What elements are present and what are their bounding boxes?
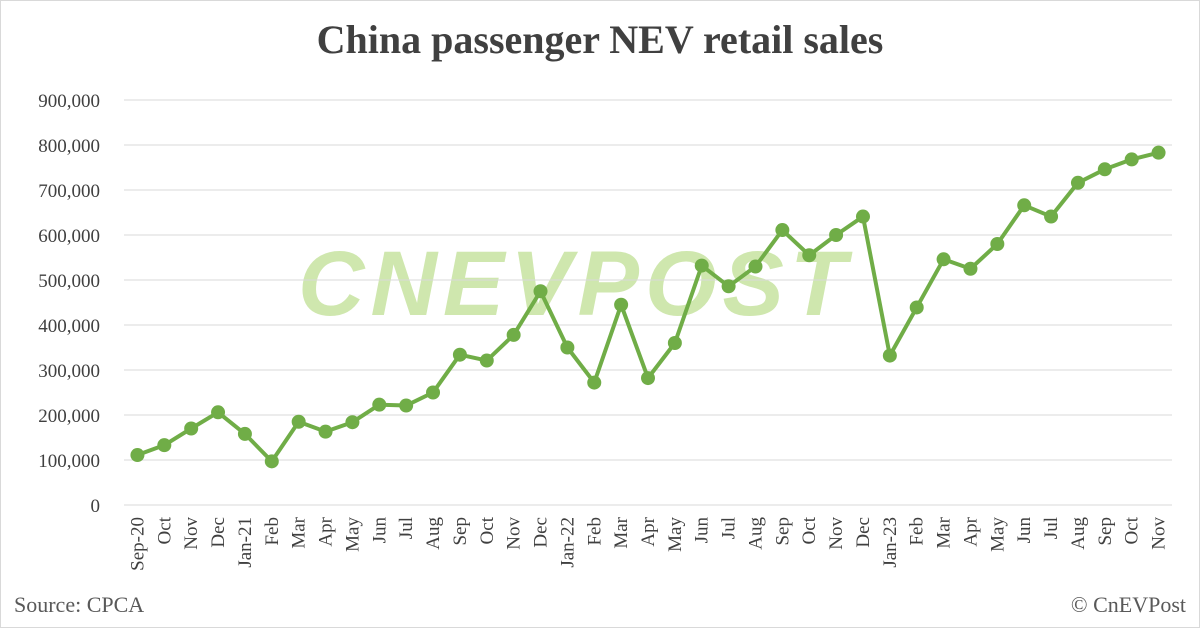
data-point bbox=[1097, 162, 1112, 177]
data-point bbox=[990, 237, 1005, 251]
x-tick-label: Dec bbox=[208, 517, 229, 548]
data-point bbox=[479, 353, 494, 368]
x-tick-label: Nov bbox=[504, 517, 525, 550]
data-point bbox=[855, 209, 870, 224]
x-tick-label: Dec bbox=[853, 517, 874, 548]
x-tick-label: Sep-20 bbox=[127, 517, 148, 571]
x-tick-label: Oct bbox=[799, 516, 820, 544]
data-point bbox=[614, 297, 629, 312]
x-tick-label: Feb bbox=[907, 517, 928, 546]
y-tick-label: 400,000 bbox=[38, 316, 100, 337]
y-tick-label: 200,000 bbox=[38, 406, 100, 427]
data-point bbox=[130, 448, 145, 463]
x-tick-label: Feb bbox=[584, 517, 605, 546]
data-point bbox=[909, 300, 924, 315]
data-point bbox=[1070, 175, 1085, 190]
data-point bbox=[829, 228, 844, 242]
data-point bbox=[667, 336, 682, 350]
data-point bbox=[157, 438, 172, 453]
x-tick-label: Mar bbox=[934, 516, 955, 548]
x-tick-label: Apr bbox=[316, 516, 337, 546]
data-point bbox=[1017, 198, 1032, 213]
x-tick-label: Jan-21 bbox=[235, 517, 256, 568]
x-tick-label: Mar bbox=[289, 516, 310, 548]
x-tick-label: Jun bbox=[1014, 517, 1035, 544]
data-point bbox=[587, 375, 602, 390]
x-tick-label: Sep bbox=[772, 517, 793, 546]
source-note: Source: CPCA bbox=[14, 592, 145, 617]
x-tick-label: Jun bbox=[692, 517, 713, 544]
data-point bbox=[318, 424, 333, 439]
data-point bbox=[802, 248, 817, 263]
x-tick-label: Jan-22 bbox=[557, 517, 578, 568]
data-point bbox=[641, 371, 655, 386]
x-tick-label: Mar bbox=[611, 516, 632, 548]
watermark-logo: CNEVPOST bbox=[298, 233, 853, 335]
y-tick-label: 100,000 bbox=[38, 451, 100, 472]
data-point bbox=[882, 348, 897, 363]
x-tick-label: Dec bbox=[531, 517, 552, 548]
data-point bbox=[963, 261, 978, 276]
data-point bbox=[506, 327, 521, 342]
x-tick-label: May bbox=[987, 517, 1008, 552]
y-tick-label: 900,000 bbox=[38, 91, 100, 112]
x-tick-label: Feb bbox=[262, 517, 283, 546]
data-point bbox=[291, 414, 306, 429]
data-point bbox=[452, 347, 467, 362]
data-point bbox=[237, 426, 252, 441]
x-tick-label: Jul bbox=[719, 517, 740, 539]
data-point bbox=[372, 397, 387, 412]
x-tick-label: Sep bbox=[1095, 517, 1116, 546]
x-tick-label: Apr bbox=[960, 516, 981, 546]
x-tick-label: Apr bbox=[638, 516, 659, 546]
data-point bbox=[426, 385, 441, 400]
data-point bbox=[399, 398, 414, 413]
x-tick-label: Nov bbox=[826, 517, 847, 550]
y-tick-label: 700,000 bbox=[38, 181, 100, 202]
x-tick-label: Jun bbox=[369, 517, 390, 544]
data-point bbox=[184, 421, 199, 436]
x-tick-label: Jul bbox=[1041, 517, 1062, 539]
data-point bbox=[211, 405, 226, 420]
chart-title: China passenger NEV retail sales bbox=[316, 17, 884, 62]
x-tick-label: Nov bbox=[181, 517, 202, 550]
x-tick-label: May bbox=[342, 517, 363, 552]
x-tick-label: Aug bbox=[1068, 517, 1089, 550]
y-tick-label: 500,000 bbox=[38, 271, 100, 292]
x-tick-label: May bbox=[665, 517, 686, 552]
x-tick-label: Oct bbox=[477, 516, 498, 544]
data-point bbox=[936, 252, 951, 267]
y-tick-label: 800,000 bbox=[38, 136, 100, 157]
y-tick-label: 0 bbox=[91, 496, 101, 517]
data-point bbox=[345, 415, 360, 430]
data-point bbox=[1124, 152, 1139, 167]
copyright-note: © CnEVPost bbox=[1070, 592, 1186, 617]
data-point bbox=[694, 258, 709, 273]
data-point bbox=[264, 454, 279, 469]
x-tick-label: Jul bbox=[396, 517, 417, 539]
data-point bbox=[533, 284, 548, 299]
x-tick-label: Sep bbox=[450, 517, 471, 546]
data-point bbox=[748, 259, 763, 274]
x-tick-label: Aug bbox=[423, 517, 444, 550]
data-point bbox=[775, 223, 790, 238]
y-tick-label: 300,000 bbox=[38, 361, 100, 382]
x-tick-label: Oct bbox=[1122, 516, 1143, 544]
data-point bbox=[721, 279, 736, 294]
y-tick-label: 600,000 bbox=[38, 226, 100, 247]
x-tick-label: Aug bbox=[745, 517, 766, 550]
data-point bbox=[1044, 209, 1059, 224]
x-tick-label: Jan-23 bbox=[880, 517, 901, 568]
x-tick-label: Oct bbox=[154, 516, 175, 544]
x-tick-label: Nov bbox=[1149, 517, 1170, 550]
data-point bbox=[560, 340, 575, 355]
data-point bbox=[1151, 145, 1166, 160]
